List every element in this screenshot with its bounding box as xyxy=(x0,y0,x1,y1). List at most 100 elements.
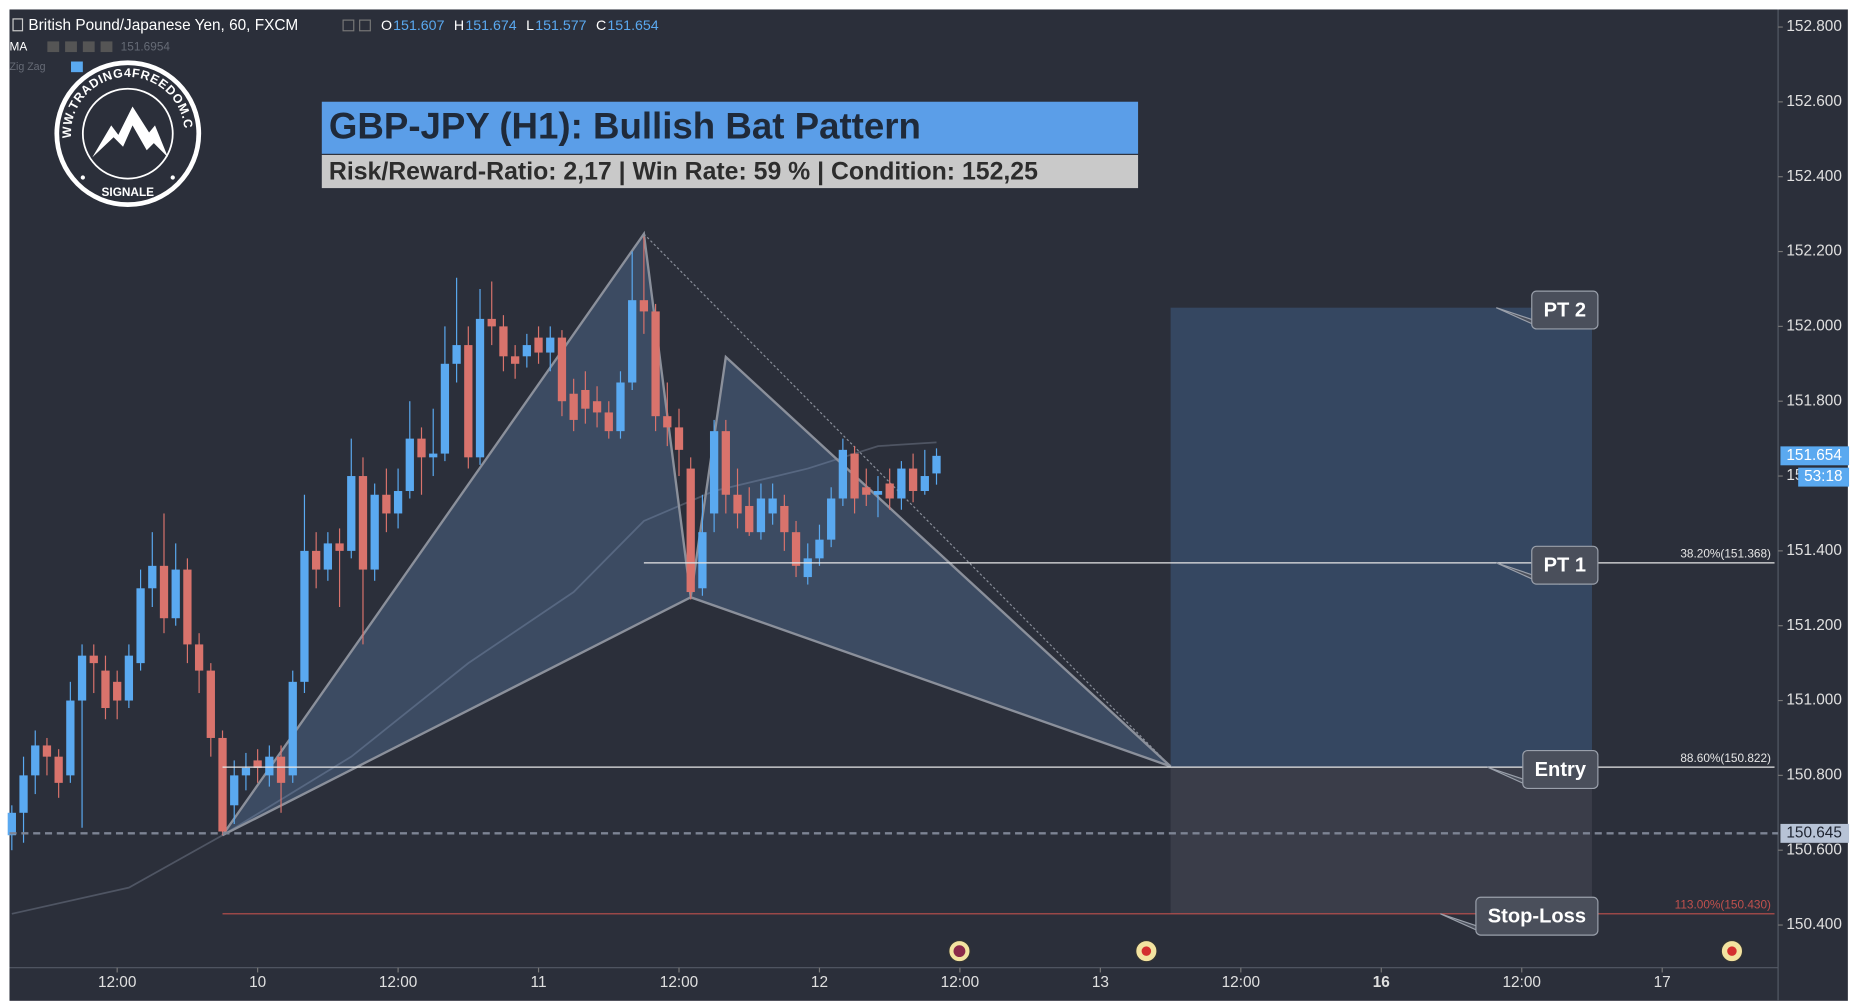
candle-body xyxy=(709,431,719,514)
candle-body xyxy=(628,300,637,383)
candle-body xyxy=(452,345,461,364)
callout xyxy=(1475,896,1599,936)
symbol: British Pound/Japanese Yen, 60, FXCM xyxy=(28,17,298,34)
candle-body xyxy=(756,498,766,533)
title: GBP-JPY (H1): Bullish Bat Pattern xyxy=(329,106,921,147)
candle-body xyxy=(124,655,134,701)
candle-body xyxy=(464,345,473,458)
candle-body xyxy=(698,532,707,589)
y-tick-label: 151.800 xyxy=(1786,392,1842,409)
candle-body xyxy=(475,318,485,458)
x-tick-label: 12:00 xyxy=(1222,974,1260,991)
y-tick-label: 152.200 xyxy=(1786,243,1842,260)
candle-body xyxy=(581,389,590,409)
ohlc-value: 151.577 xyxy=(535,18,586,34)
y-tick-label: 150.400 xyxy=(1786,916,1842,933)
fib-level-label: 38.20%(151.368) xyxy=(1680,547,1771,561)
callout-label: PT 2 xyxy=(1544,300,1586,322)
candle-body xyxy=(616,382,625,432)
subtitle: Risk/Reward-Ratio: 2,17 | Win Rate: 59 %… xyxy=(329,158,1038,185)
candle-body xyxy=(101,670,110,709)
pattern-bcd xyxy=(689,354,1172,768)
icon xyxy=(100,41,113,53)
title-background xyxy=(321,101,1139,154)
main-layer: 38.20%(151.368) 88.60%(150.822) 113.00%(15… xyxy=(7,236,1775,915)
icon xyxy=(47,41,60,53)
ohlc-key: H xyxy=(454,18,464,34)
candle-body xyxy=(382,494,391,514)
ohlc-value: 151.674 xyxy=(465,18,516,34)
candle-body xyxy=(815,539,824,559)
dashed-level-label: 150.645 xyxy=(1786,824,1842,841)
candle-body xyxy=(347,476,356,551)
ma-value: 151.6954 xyxy=(121,39,171,53)
overlay-layer: British Pound/Japanese Yen, 60, FXCM MA … xyxy=(9,17,1850,962)
candle-body xyxy=(522,345,531,357)
x-tick-label: 10 xyxy=(249,974,266,991)
event-icon-flag xyxy=(1727,946,1737,956)
candle-body xyxy=(253,760,262,768)
candle-body xyxy=(932,455,941,474)
pattern-ad xyxy=(643,233,1172,767)
candle-body xyxy=(850,453,859,499)
candle-body xyxy=(276,756,286,783)
candle-body xyxy=(54,756,63,783)
logo-dot xyxy=(80,175,85,180)
candle-body xyxy=(768,498,777,514)
candle-body xyxy=(862,487,871,495)
logo-dot xyxy=(170,175,175,180)
candle-body xyxy=(733,494,742,514)
x-tick-label: 17 xyxy=(1654,974,1671,991)
candle-body xyxy=(745,505,754,533)
event-icon-flag xyxy=(1141,946,1152,956)
fib-level-label: 113.00%(150.430) xyxy=(1675,898,1771,912)
candle-body xyxy=(89,655,98,664)
y-tick-label: 151.200 xyxy=(1786,617,1842,634)
candle-body xyxy=(604,412,613,432)
event-icon-flag xyxy=(953,945,966,958)
candle-body xyxy=(218,737,227,832)
y-tick-label: 152.800 xyxy=(1786,18,1842,35)
icon xyxy=(359,19,371,32)
candle-body xyxy=(230,775,239,806)
ma-label: MA xyxy=(9,39,27,53)
candle-body xyxy=(686,468,695,593)
candle-body xyxy=(429,453,438,458)
y-tick-label: 150.600 xyxy=(1786,841,1842,858)
x-tick-label: 12:00 xyxy=(941,974,979,991)
ohlc-value: 151.654 xyxy=(607,18,658,34)
candle-body xyxy=(159,565,169,619)
candle-body xyxy=(19,775,28,813)
candle-body xyxy=(663,416,672,428)
candle-body xyxy=(557,337,567,402)
candle-body xyxy=(780,505,789,533)
icon xyxy=(65,41,77,53)
candle-body xyxy=(194,644,204,671)
candle-body xyxy=(569,393,578,420)
x-tick-label: 13 xyxy=(1092,974,1109,991)
candle-body xyxy=(721,431,730,495)
y-tick-label: 152.000 xyxy=(1786,317,1842,334)
countdown-box xyxy=(1798,467,1850,487)
x-tick-label: 11 xyxy=(531,974,547,991)
x-tick-label: 12:00 xyxy=(1503,974,1541,991)
candle-body xyxy=(335,543,344,551)
zigzag-label: Zig Zag xyxy=(9,61,45,73)
callout xyxy=(1531,290,1599,330)
candle-body xyxy=(897,468,906,499)
ohlc-key: C xyxy=(596,18,606,34)
ohlc-value: 151.607 xyxy=(393,18,444,34)
candle-body xyxy=(827,498,836,540)
x-tick-label: 12 xyxy=(811,974,828,991)
candle-body xyxy=(370,494,379,570)
candle-body xyxy=(510,356,520,364)
candle-body xyxy=(405,438,414,492)
ma-line xyxy=(11,441,937,915)
candle-body xyxy=(592,401,602,413)
fib-level-label: 88.60%(150.822) xyxy=(1680,751,1771,765)
y-tick-label: 150.800 xyxy=(1786,766,1842,783)
callout xyxy=(1531,545,1599,585)
candle-body xyxy=(136,588,145,664)
